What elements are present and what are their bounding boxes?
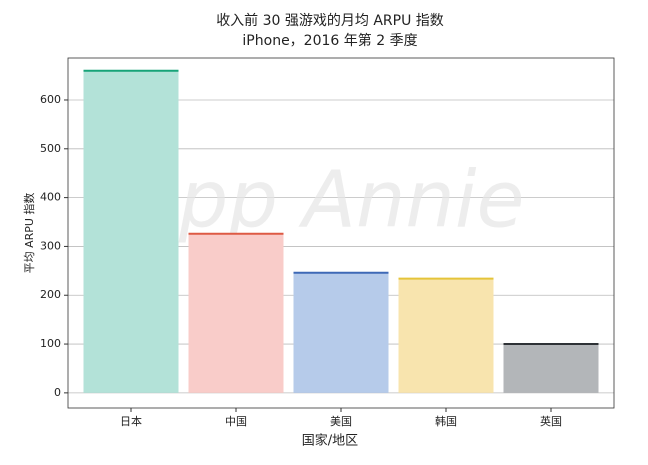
y-tick-label: 100 [40, 337, 61, 350]
bar [398, 278, 494, 393]
chart-title: 收入前 30 强游戏的月均 ARPU 指数 [216, 12, 444, 29]
bar [293, 272, 389, 393]
x-axis-label: 国家/地区 [302, 433, 358, 449]
y-tick-label: 400 [40, 191, 61, 204]
x-tick-label: 日本 [120, 414, 142, 428]
x-tick-label: 中国 [225, 415, 247, 428]
y-tick-label: 500 [40, 142, 61, 155]
bar [503, 344, 599, 393]
watermark: App Annie [120, 155, 524, 245]
y-tick-label: 0 [54, 386, 61, 399]
bar [188, 233, 284, 393]
x-tick-label: 韩国 [435, 414, 457, 428]
bar [83, 70, 179, 393]
y-axis-label: 平均 ARPU 指数 [22, 193, 36, 274]
chart-subtitle: iPhone，2016 年第 2 季度 [242, 32, 417, 49]
x-tick-label: 美国 [330, 415, 352, 428]
y-tick-label: 200 [40, 288, 61, 301]
plot-frame [67, 57, 615, 409]
x-tick-label: 英国 [540, 414, 562, 428]
y-tick-label: 300 [40, 239, 61, 252]
y-tick-label: 600 [40, 93, 61, 106]
